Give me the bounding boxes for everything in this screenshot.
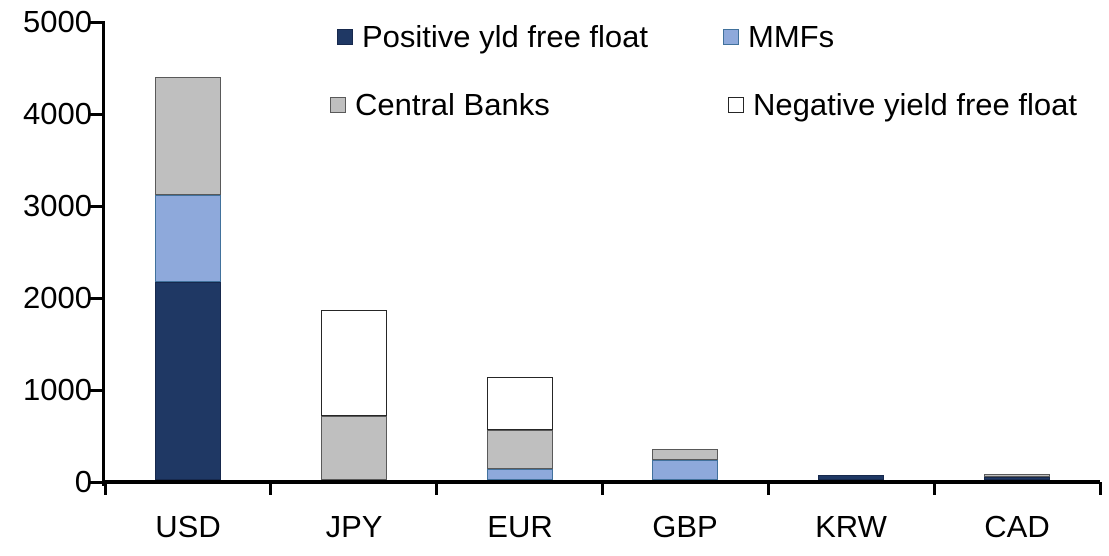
x-axis-tick (1099, 482, 1102, 495)
y-axis-tick (90, 297, 105, 300)
x-axis-category-label: KRW (815, 509, 887, 544)
bar-segment-eur-central-banks (487, 430, 553, 469)
y-axis-tick (90, 205, 105, 208)
y-axis-tick-label: 4000 (23, 96, 92, 131)
y-axis-tick-label: 0 (74, 464, 92, 499)
legend-swatch (337, 29, 353, 45)
y-axis-tick-label: 2000 (23, 280, 92, 315)
bar-segment-jpy-central-banks (321, 416, 387, 480)
x-axis-tick (933, 482, 936, 495)
y-axis-tick (90, 389, 105, 392)
bar-segment-eur-mmfs (487, 469, 553, 480)
bar-segment-jpy-negative-yield-free-float (321, 310, 387, 416)
y-axis-tick (90, 113, 105, 116)
bar-segment-cad-central-banks (984, 474, 1050, 477)
bar-segment-usd-central-banks (155, 77, 221, 195)
x-axis-category-label: JPY (325, 509, 383, 544)
x-axis-tick (601, 482, 604, 495)
y-axis-line (102, 22, 105, 486)
x-axis-category-label: EUR (487, 509, 553, 544)
bar-segment-gbp-central-banks (652, 449, 718, 460)
x-axis-tick (104, 482, 107, 495)
y-axis-tick-label: 1000 (23, 372, 92, 407)
legend-label: Positive yld free float (362, 19, 649, 54)
legend-item-positive-yld-free-float: Positive yld free float (337, 20, 648, 54)
bar-segment-eur-negative-yield-free-float (487, 377, 553, 430)
legend-item-negative-yield-free-float: Negative yield free float (728, 88, 1077, 122)
bar-segment-usd-positive-yld-free-float (155, 282, 221, 480)
x-axis-category-label: CAD (984, 509, 1050, 544)
legend-label: MMFs (748, 19, 835, 54)
bar-segment-gbp-mmfs (652, 460, 718, 480)
legend-item-mmfs: MMFs (723, 20, 834, 54)
y-axis-tick-label: 3000 (23, 188, 92, 223)
x-axis-tick (435, 482, 438, 495)
y-axis-tick (90, 481, 105, 484)
legend-item-central-banks: Central Banks (330, 88, 550, 122)
bar-segment-usd-mmfs (155, 195, 221, 282)
y-axis-tick-label: 5000 (23, 4, 92, 39)
legend-label: Central Banks (355, 87, 550, 122)
legend-swatch (330, 97, 346, 113)
x-axis-tick (767, 482, 770, 495)
x-axis-category-label: GBP (652, 509, 718, 544)
legend-label: Negative yield free float (753, 87, 1077, 122)
legend-swatch (723, 29, 739, 45)
bar-segment-krw-positive-yld-free-float (818, 475, 884, 480)
x-axis-tick (269, 482, 272, 495)
x-axis-category-label: USD (155, 509, 221, 544)
bar-segment-cad-positive-yld-free-float (984, 477, 1050, 480)
y-axis-tick (90, 21, 105, 24)
legend-swatch (728, 97, 744, 113)
